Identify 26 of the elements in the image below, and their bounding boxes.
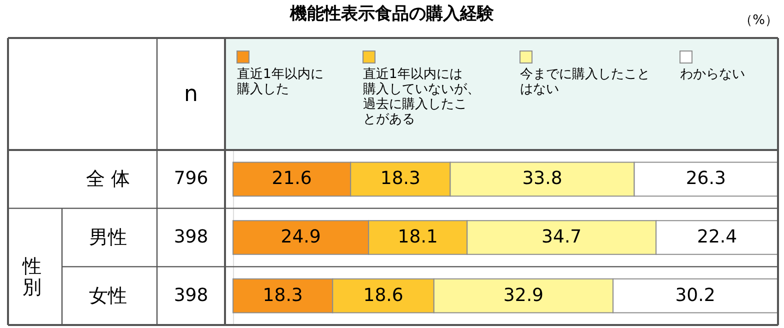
data-label: 18.3	[262, 284, 303, 306]
text: 398	[174, 284, 208, 306]
data-label: 33.8	[522, 168, 562, 190]
data-label: 32.9	[503, 284, 544, 306]
data-label: 21.6	[272, 168, 312, 190]
legend-label: 直近1年以内に購入した	[237, 67, 324, 97]
data-label: 24.9	[280, 226, 321, 248]
data-label: 18.3	[380, 168, 420, 190]
text: 性別	[22, 256, 42, 299]
legend-label: わからない	[680, 67, 745, 82]
data-label: 22.4	[696, 226, 738, 248]
text: 398	[174, 226, 208, 248]
data-label: 18.1	[398, 226, 438, 248]
legend-label: 今までに購入したことはない	[520, 67, 650, 97]
data-label: 18.6	[363, 284, 404, 306]
text: （%）	[740, 13, 778, 28]
y-tick-label: 男性	[89, 226, 127, 248]
text: 796	[174, 168, 208, 190]
data-label: 34.7	[542, 226, 582, 248]
chart-title: 機能性表示食品の購入経験	[289, 4, 495, 24]
data-label: 30.2	[675, 284, 716, 306]
y-tick-label: 全 体	[86, 168, 130, 190]
text: n	[184, 82, 198, 107]
data-label: 26.3	[686, 168, 726, 190]
y-tick-label: 女性	[89, 284, 127, 307]
legend-label: 直近1年以内には購入していないが、過去に購入したことがある	[363, 67, 480, 127]
